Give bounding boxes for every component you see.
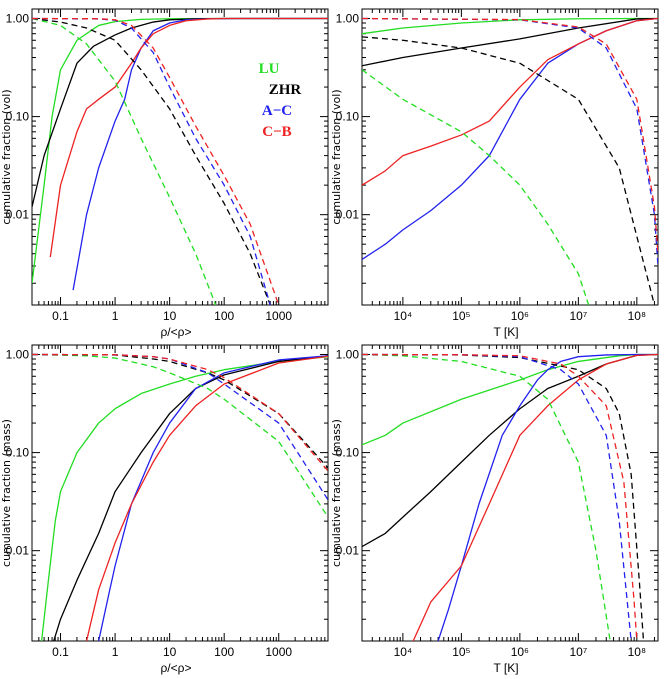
y-tick-label: 0.01 [6,544,30,558]
series-ac-dashed [362,353,632,641]
y-axis-label: cumulative fraction (mass) [330,419,343,567]
plot-frame [361,344,659,642]
plot-frame [361,8,659,306]
series-zhr-dashed [362,353,645,641]
series-lu-solid [40,356,328,641]
panel-top-left: 0.1 1 10 100 1000 1.00 0.10 0.01 ρ/<ρ> cumulative… [0,8,329,339]
y-tick-label: 0.10 [336,446,360,460]
x-tick-label: 10⁷ [570,309,588,323]
y-tick-label: 0.01 [336,208,360,222]
y-tick-label: 0.10 [6,446,30,460]
series-lu-solid [32,17,328,284]
x-tick-label: 10⁶ [511,645,529,659]
series-cb-dashed [32,17,280,305]
series-zhr-solid [362,17,658,67]
y-tick-label: 1.00 [6,348,30,362]
series-cb-solid [412,353,658,641]
series-ac-solid [72,17,328,291]
series-cb-solid [362,17,658,186]
x-tick-label: 10⁶ [511,309,529,323]
legend-entry: C−B [262,124,291,140]
x-ticks [31,345,329,641]
series-cb-dashed [362,353,638,641]
y-tick-label: 0.01 [6,208,30,222]
legend-entry: A−C [262,103,292,119]
series-cb-dashed [362,17,658,254]
y-tick-label: 0.10 [336,110,360,124]
y-ticks [32,354,328,620]
series-lu-dashed [32,353,328,518]
x-tick-label: 10⁵ [452,309,470,323]
x-ticks [361,345,655,641]
y-axis-label: cumulative fraction (mass) [0,419,13,567]
y-ticks [32,18,328,284]
series-zhr-dashed [32,17,271,305]
x-tick-label: 1 [112,309,119,323]
legend-entry: ZHR [269,82,302,98]
series-group [32,353,328,641]
series-ac-dashed [32,353,328,501]
panel-bottom-left: 0.1 1 10 100 1000 1.00 0.10 0.01 ρ/<ρ> cumulative… [0,344,329,675]
x-tick-label: 10 [163,309,177,323]
plot-frame [31,8,329,306]
x-tick-label: 10 [163,645,177,659]
x-axis-label: T [K] [493,661,518,675]
y-tick-label: 0.01 [336,544,360,558]
panel-bottom-right: 10⁴ 10⁵ 10⁶ 10⁷ 10⁸ 1.00 0.10 0.01 T [K] cumulati… [330,344,659,675]
x-tick-label: 10⁸ [628,645,646,659]
series-lu-dashed [32,17,217,305]
series-zhr-dashed [362,36,656,305]
x-axis-label: ρ/<ρ> [160,661,191,675]
x-tick-label: 1 [112,645,119,659]
legend: LU ZHR A−C C−B [259,61,302,140]
x-tick-label: 10⁴ [394,309,413,323]
x-ticks [361,9,655,305]
y-tick-label: 1.00 [6,12,30,26]
series-cb-solid [85,355,328,641]
series-zhr-dashed [32,353,328,469]
legend-entry: LU [259,61,280,77]
x-ticks [31,9,329,305]
x-tick-label: 100 [214,309,234,323]
series-cb-solid [49,17,328,258]
x-tick-label: 10⁴ [394,645,413,659]
x-tick-label: 10⁸ [628,309,646,323]
x-tick-label: 10⁵ [452,645,470,659]
series-ac-solid [362,17,658,260]
series-cb-dashed [32,353,328,472]
panel-top-right: 10⁴ 10⁵ 10⁶ 10⁷ 10⁸ 1.00 0.10 0.01 T [K] cumulati… [330,8,659,339]
series-lu-dashed [362,69,590,305]
y-tick-label: 1.00 [336,348,360,362]
x-axis-label: ρ/<ρ> [160,325,191,339]
series-group [362,353,658,641]
y-axis-label: cumulative fraction (vol) [330,89,343,224]
series-lu-solid [362,17,658,35]
series-ac-solid [98,355,328,641]
series-group [362,17,658,305]
y-tick-label: 1.00 [336,12,360,26]
x-axis-label: T [K] [493,325,518,339]
y-axis-label: cumulative fraction (vol) [0,89,13,224]
plot-frame [31,344,329,642]
x-tick-label: 100 [214,645,234,659]
x-tick-label: 10⁷ [570,645,588,659]
x-tick-label: 0.1 [52,645,69,659]
series-lu-solid [362,353,658,446]
series-lu-dashed [362,353,611,641]
y-tick-label: 0.10 [6,110,30,124]
x-tick-label: 1000 [265,309,292,323]
series-zhr-solid [53,355,328,641]
series-ac-dashed [362,17,658,267]
series-group [32,17,328,305]
x-tick-label: 0.1 [52,309,69,323]
x-tick-label: 1000 [265,645,292,659]
y-ticks [362,18,658,284]
